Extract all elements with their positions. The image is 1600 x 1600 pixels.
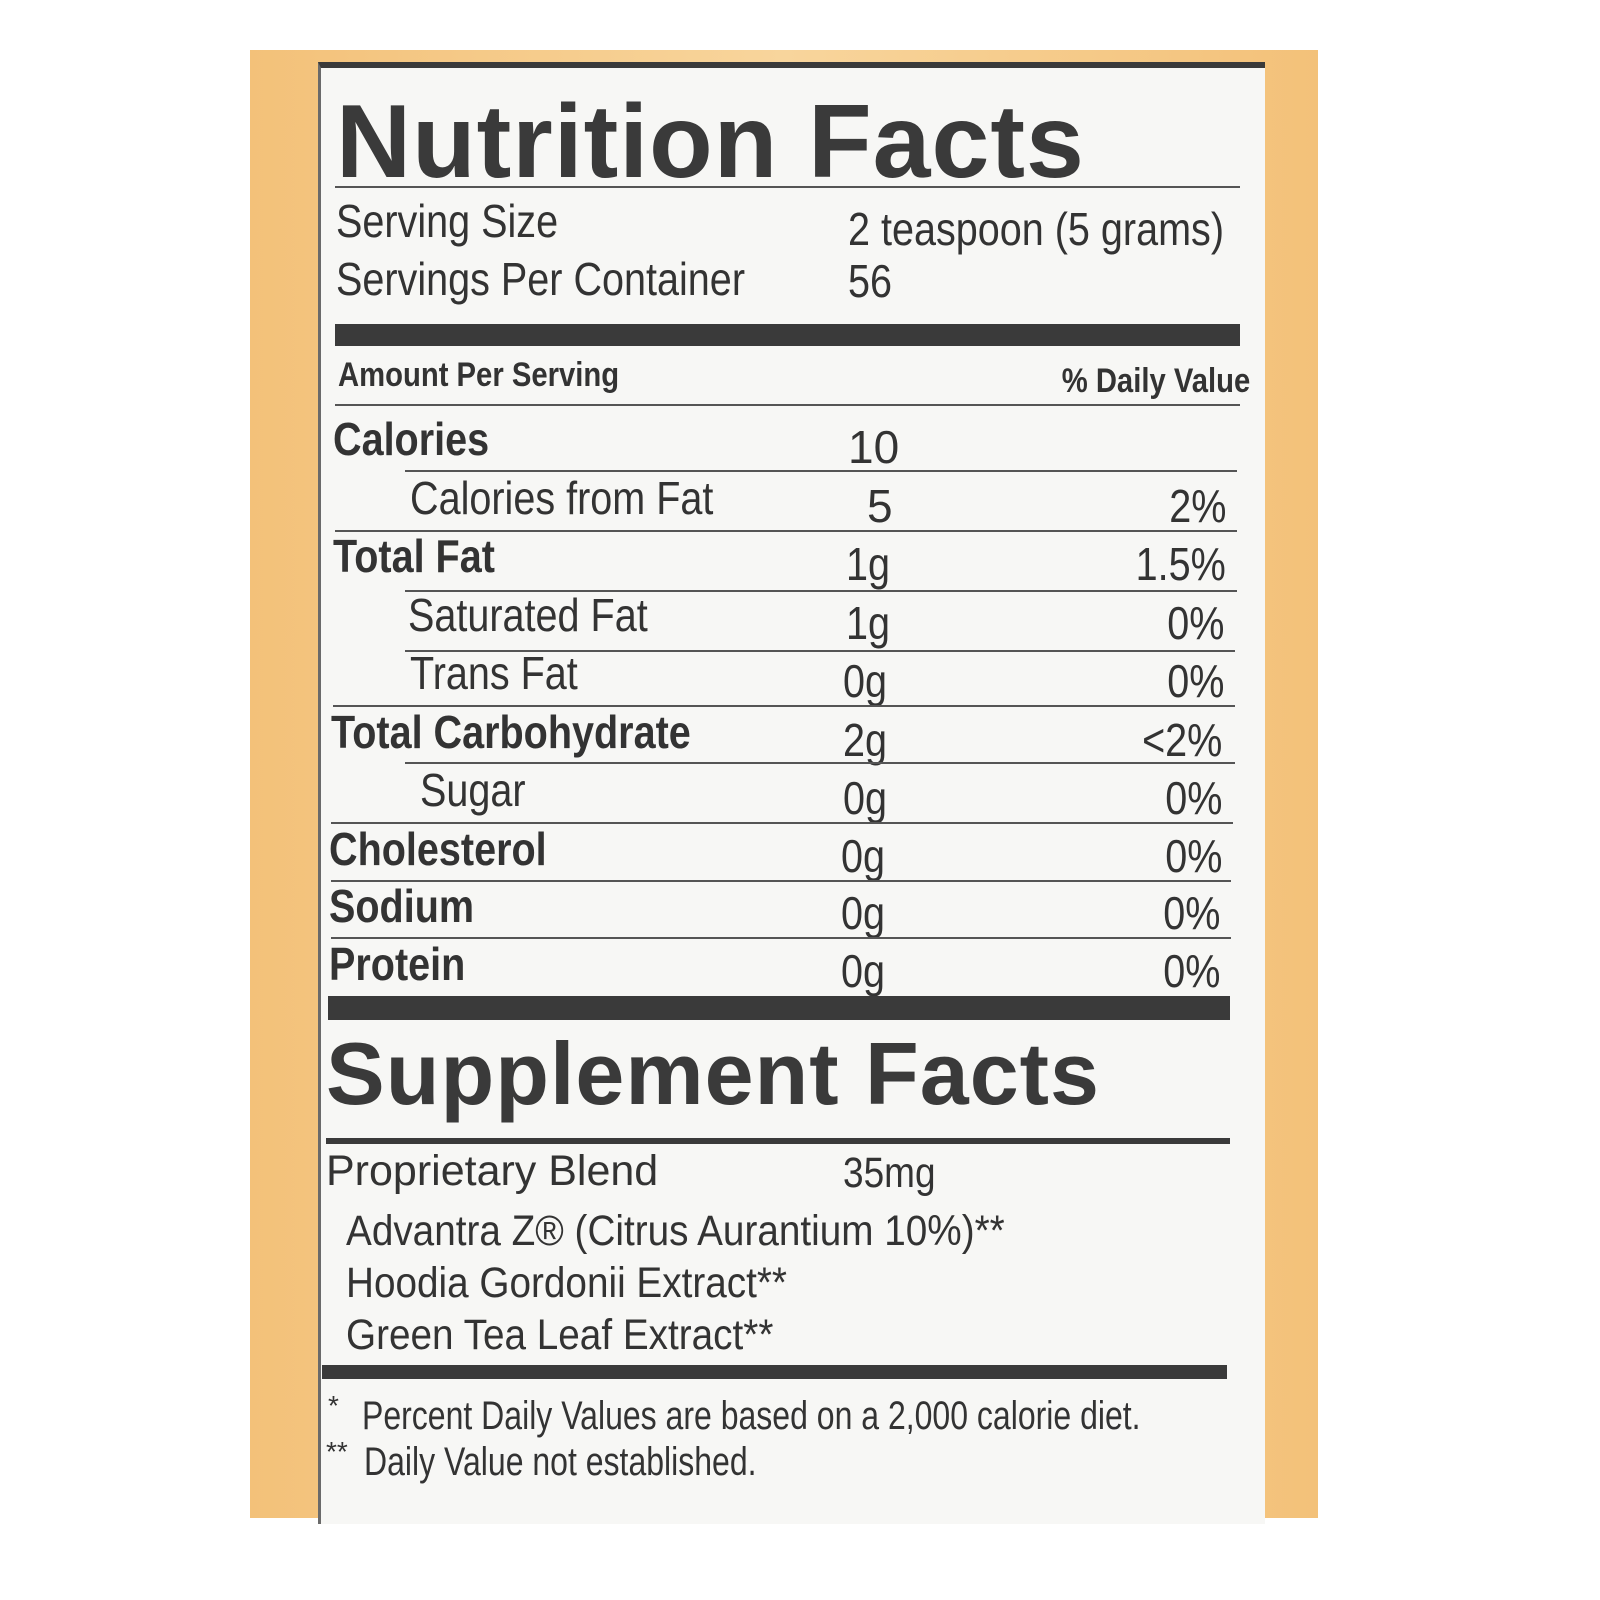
nutrient-label: Sugar [420, 764, 526, 816]
nutrient-amount: 0g [841, 830, 886, 882]
nutrient-amount: 0g [843, 655, 888, 707]
nutrient-amount: 1g [846, 597, 891, 649]
nutrient-label: Calories [333, 413, 490, 465]
ingredient: Advantra Z® (Citrus Aurantium 10%)** [346, 1207, 1005, 1255]
nutrient-label: Trans Fat [410, 647, 578, 699]
nutrient-label: Total Fat [333, 530, 495, 582]
servings-per-container-label: Servings Per Container [336, 253, 745, 305]
divider [335, 186, 1240, 188]
nutrient-daily-value: 0% [1164, 772, 1222, 824]
nutrient-amount: 10 [848, 421, 900, 473]
nutrient-daily-value: 0% [1164, 830, 1222, 882]
nutrient-amount: 1g [846, 538, 891, 590]
divider [405, 590, 1237, 592]
divider [331, 937, 1231, 939]
footnote-text: Percent Daily Values are based on a 2,00… [362, 1394, 1141, 1438]
proprietary-blend-amount: 35mg [843, 1149, 936, 1197]
nutrient-daily-value: 1.5% [1135, 538, 1226, 590]
ingredient: Green Tea Leaf Extract** [346, 1311, 774, 1359]
serving-size-value: 2 teaspoon (5 grams) [848, 203, 1225, 255]
servings-per-container-value: 56 [848, 255, 893, 307]
divider [405, 762, 1235, 764]
divider [405, 470, 1237, 472]
divider [405, 650, 1235, 652]
nutrient-daily-value: <2% [1141, 714, 1222, 766]
nutrient-daily-value: 2% [1168, 480, 1226, 532]
footnote-mark: * [328, 1390, 339, 1421]
ingredient: Hoodia Gordonii Extract** [346, 1259, 787, 1307]
nutrient-daily-value: 0% [1166, 597, 1224, 649]
divider [331, 822, 1233, 824]
footnote-mark: ** [326, 1436, 348, 1467]
label-panel [318, 62, 1265, 1524]
nutrient-daily-value: 0% [1162, 945, 1220, 997]
divider [326, 1138, 1230, 1144]
amount-per-serving-header: Amount Per Serving [338, 356, 620, 394]
thick-divider [322, 1365, 1227, 1379]
supplement-facts-title: Supplement Facts [326, 1024, 1100, 1123]
nutrient-amount: 0g [841, 887, 886, 939]
nutrient-label: Sodium [329, 880, 475, 932]
footnote-text: Daily Value not established. [364, 1440, 757, 1484]
nutrient-amount: 0g [841, 945, 886, 997]
divider [333, 705, 1235, 707]
nutrition-facts-title: Nutrition Facts [336, 84, 1085, 200]
divider [335, 530, 1237, 532]
serving-size-label: Serving Size [336, 195, 559, 247]
nutrient-label: Saturated Fat [408, 589, 648, 641]
nutrient-amount: 5 [867, 480, 893, 532]
nutrient-label: Calories from Fat [410, 472, 714, 524]
thick-divider [335, 324, 1240, 346]
daily-value-header: % Daily Value [1061, 362, 1250, 400]
proprietary-blend-label: Proprietary Blend [326, 1147, 659, 1195]
nutrient-daily-value: 0% [1162, 887, 1220, 939]
divider [335, 404, 1240, 406]
nutrient-amount: 2g [843, 714, 888, 766]
nutrient-label: Total Carbohydrate [331, 706, 691, 758]
nutrient-label: Cholesterol [329, 823, 547, 875]
nutrient-amount: 0g [843, 772, 888, 824]
thick-divider [328, 996, 1230, 1020]
nutrient-label: Protein [329, 938, 466, 990]
nutrient-daily-value: 0% [1166, 655, 1224, 707]
divider [331, 880, 1231, 882]
